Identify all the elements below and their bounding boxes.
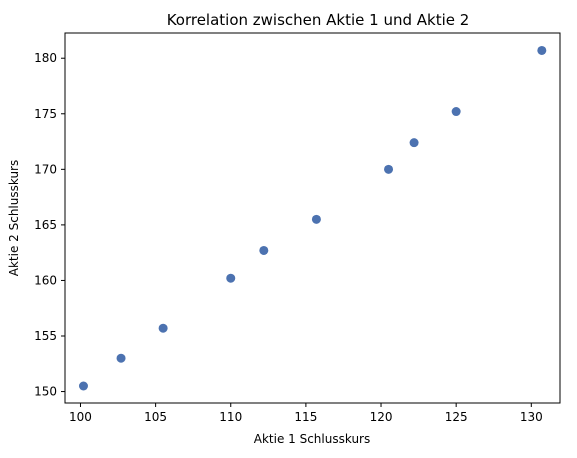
y-tick-label: 170 [34, 162, 57, 176]
scatter-point [537, 45, 547, 55]
scatter-point [311, 214, 321, 224]
scatter-point [409, 138, 419, 148]
y-tick-label: 155 [34, 329, 57, 343]
y-tick-label: 150 [34, 385, 57, 399]
scatter-point [78, 381, 88, 391]
data-points [78, 45, 547, 391]
chart-title: Korrelation zwischen Aktie 1 und Aktie 2 [167, 11, 470, 29]
scatter-point [384, 164, 394, 174]
x-tick-label: 120 [370, 410, 393, 424]
x-tick-label: 110 [219, 410, 242, 424]
y-tick-label: 180 [34, 51, 57, 65]
scatter-point [116, 353, 126, 363]
x-tick-label: 130 [520, 410, 543, 424]
x-tick-label: 115 [294, 410, 317, 424]
scatter-point [158, 323, 168, 333]
y-axis-label: Aktie 2 Schlusskurs [7, 160, 21, 276]
x-tick-label: 125 [445, 410, 468, 424]
x-axis-label: Aktie 1 Schlusskurs [254, 432, 370, 446]
x-tick-label: 105 [144, 410, 167, 424]
scatter-point [451, 107, 461, 117]
y-tick-label: 160 [34, 273, 57, 287]
scatter-point [226, 273, 236, 283]
plot-area-frame [64, 32, 561, 404]
x-tick-label: 100 [69, 410, 92, 424]
x-axis: 100 105 110 115 120 125 130 [69, 403, 543, 424]
y-tick-label: 175 [34, 107, 57, 121]
y-axis: 150 155 160 165 170 175 180 [34, 51, 65, 399]
y-tick-label: 165 [34, 218, 57, 232]
scatter-point [259, 245, 269, 255]
